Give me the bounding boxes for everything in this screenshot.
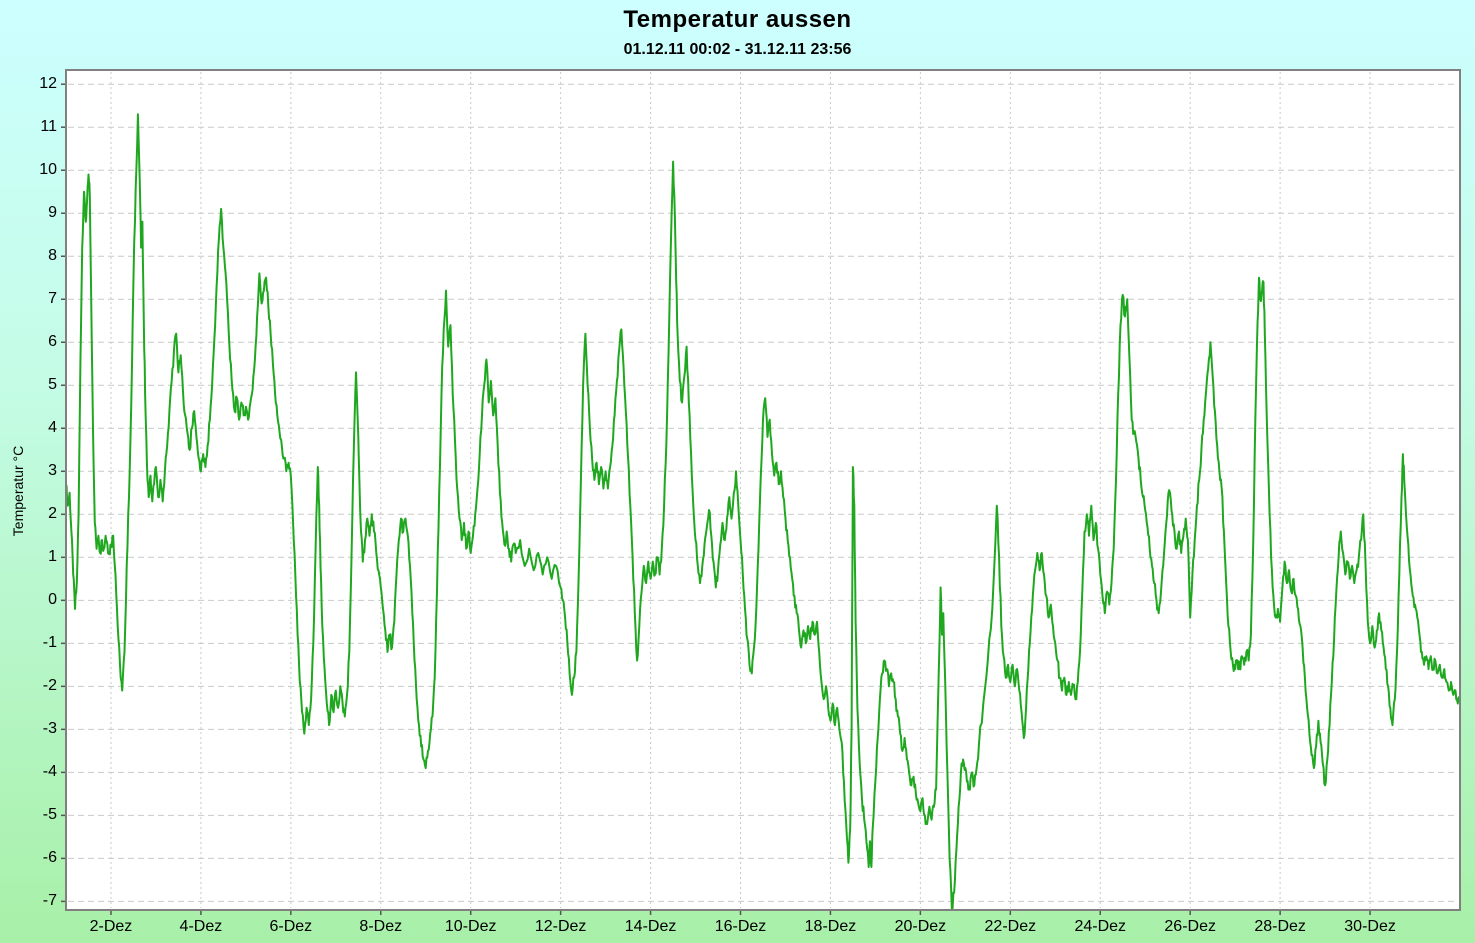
y-tick-label: 0: [48, 591, 57, 609]
x-tick-label: 16-Dez: [714, 918, 767, 935]
plot-background: [66, 70, 1460, 910]
x-tick-label: 8-Dez: [359, 918, 403, 935]
x-tick-label: 6-Dez: [269, 918, 313, 935]
y-tick-label: -2: [42, 677, 57, 695]
plot-border: [65, 69, 1461, 911]
y-tick-label: 7: [48, 290, 57, 308]
y-tick-label: 4: [48, 419, 57, 437]
x-tick-label: 22-Dez: [984, 918, 1037, 935]
x-tick-label: 24-Dez: [1074, 918, 1127, 935]
x-tick-label: 18-Dez: [804, 918, 857, 935]
y-tick-label: -6: [42, 849, 57, 867]
y-tick-label: 1: [48, 548, 57, 566]
y-tick-label: 8: [48, 247, 57, 265]
x-tick-label: 14-Dez: [624, 918, 677, 935]
x-tick-label: 2-Dez: [89, 918, 133, 935]
y-tick-label: 3: [48, 462, 57, 480]
x-tick-label: 26-Dez: [1164, 918, 1216, 935]
x-tick-label: 4-Dez: [179, 918, 223, 935]
x-tick-label: 20-Dez: [894, 918, 947, 935]
y-tick-label: 2: [48, 505, 57, 523]
y-tick-label: 5: [48, 376, 57, 394]
x-tick-label: 10-Dez: [444, 918, 497, 935]
x-tick-label: 12-Dez: [534, 918, 587, 935]
chart-title: Temperatur aussen: [623, 6, 852, 33]
chart-subtitle: 01.12.11 00:02 - 31.12.11 23:56: [623, 41, 852, 58]
x-tick-label: 30-Dez: [1344, 918, 1396, 935]
x-tick-label: 28-Dez: [1254, 918, 1306, 935]
y-tick-label: -1: [42, 634, 57, 652]
y-tick-label: -4: [42, 763, 57, 781]
y-tick-label: 9: [48, 204, 57, 222]
y-tick-label: 12: [39, 75, 57, 93]
y-tick-label: 11: [40, 118, 57, 136]
temperature-line: [65, 113, 1461, 911]
y-tick-label: -3: [42, 720, 57, 738]
y-tick-label: -7: [42, 892, 57, 910]
y-tick-label: -5: [42, 806, 57, 824]
y-tick-label: 10: [39, 161, 57, 179]
y-tick-label: 6: [48, 333, 57, 351]
